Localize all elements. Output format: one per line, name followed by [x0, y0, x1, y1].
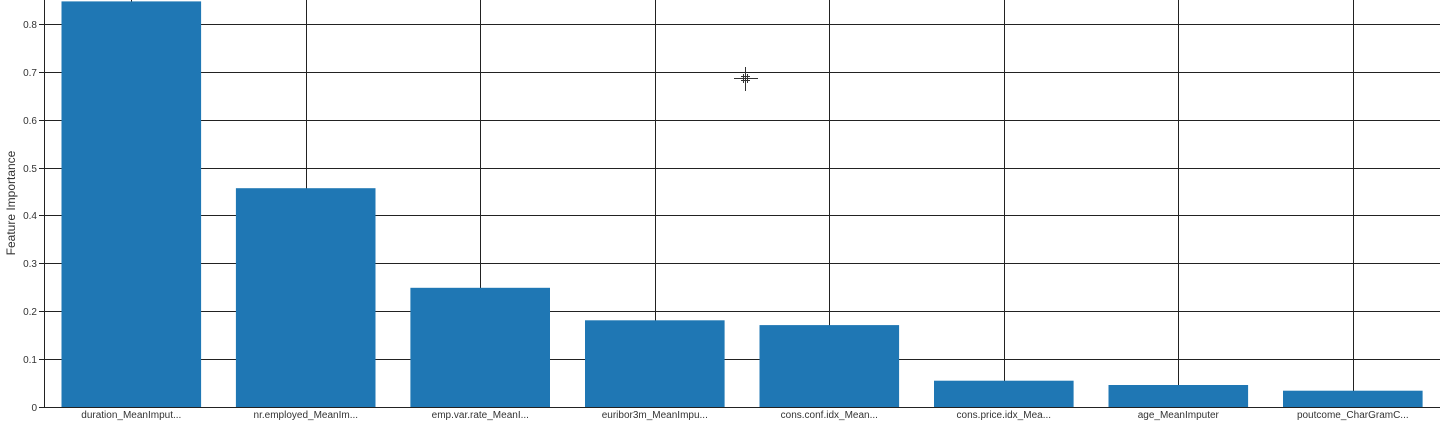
x-tick-label: nr.employed_MeanIm...: [254, 410, 359, 421]
x-tick-label: duration_MeanImput...: [81, 410, 181, 421]
y-tick-label: 0.1: [23, 355, 37, 366]
bar: [235, 188, 376, 407]
y-tick-label: 0.2: [23, 307, 37, 318]
bars: [61, 1, 1423, 408]
y-tick-label: 0.4: [23, 211, 37, 222]
y-tick-label: 0.3: [23, 259, 37, 270]
y-tick-label: 0.7: [23, 68, 37, 79]
y-axis-title: Feature Importance: [4, 150, 18, 255]
bar: [934, 380, 1074, 407]
y-tick-label: 0.5: [23, 164, 37, 175]
crosshair-cursor-icon: [734, 67, 758, 91]
bar: [61, 1, 202, 408]
bar: [1283, 390, 1423, 407]
y-tick-label: 0.6: [23, 116, 37, 127]
bar: [759, 325, 900, 407]
y-tick-label: 0.8: [23, 20, 37, 31]
y-tick-labels: 0 0.1 0.2 0.3 0.4 0.5 0.6 0.7 0.8: [23, 20, 37, 414]
x-tick-label: age_MeanImputer: [1138, 410, 1220, 421]
bar: [1108, 385, 1249, 407]
x-tick-label: emp.var.rate_MeanI...: [432, 410, 529, 421]
x-tick-label: cons.price.idx_Mea...: [957, 410, 1052, 421]
bar: [410, 287, 550, 407]
x-tick-label: cons.conf.idx_Mean...: [781, 410, 878, 421]
x-tick-label: poutcome_CharGramC...: [1297, 410, 1409, 421]
x-tick-labels: duration_MeanImput... nr.employed_MeanIm.…: [81, 410, 1408, 421]
axes: [39, 0, 1440, 408]
x-tick-label: euribor3m_MeanImpu...: [602, 410, 708, 421]
bar: [585, 320, 725, 407]
y-tick-label: 0: [31, 403, 37, 414]
